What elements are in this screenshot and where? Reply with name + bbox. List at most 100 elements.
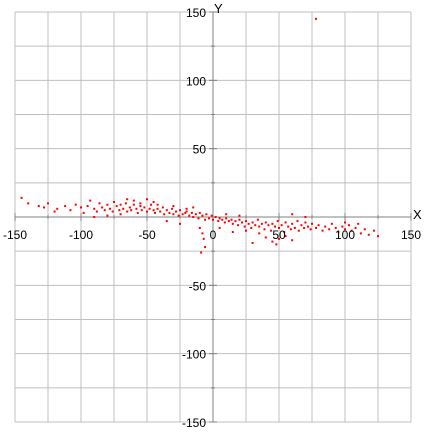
data-point — [260, 222, 263, 225]
data-point — [93, 207, 96, 210]
data-point — [198, 226, 201, 229]
data-point — [217, 220, 220, 223]
data-point — [135, 207, 138, 210]
x-tick-label: 0 — [210, 228, 217, 242]
chart-labels: X Y -150 -100 -50 0 50 100 150 -150 -100 -50 50 100… — [3, 1, 422, 430]
data-point — [264, 236, 267, 239]
data-point — [238, 214, 241, 217]
data-point — [293, 226, 296, 229]
data-point — [289, 228, 292, 231]
data-point — [267, 224, 270, 227]
data-point — [307, 225, 310, 228]
data-point — [106, 203, 109, 206]
data-point — [256, 218, 259, 221]
data-point — [238, 218, 241, 221]
data-point — [202, 237, 205, 240]
data-point — [185, 210, 188, 213]
data-point — [159, 210, 162, 213]
data-point — [192, 206, 195, 209]
data-point — [153, 211, 156, 214]
data-point — [119, 203, 122, 206]
data-point — [148, 207, 151, 210]
data-point — [296, 220, 299, 223]
y-tick-label: 50 — [193, 143, 207, 157]
data-point — [223, 221, 226, 224]
data-point — [225, 217, 228, 220]
data-point — [218, 217, 221, 220]
data-point — [359, 232, 362, 235]
data-point — [139, 202, 142, 205]
data-point — [194, 213, 197, 216]
data-point — [165, 220, 168, 223]
data-point — [214, 216, 217, 218]
y-tick-label: 100 — [186, 74, 206, 88]
y-tick-label: -100 — [182, 348, 206, 362]
data-point — [275, 243, 278, 246]
data-point — [324, 225, 327, 228]
data-point — [64, 205, 67, 208]
data-point — [140, 209, 143, 212]
data-point — [258, 232, 261, 235]
data-point — [190, 211, 193, 214]
x-tick-label: -150 — [3, 228, 27, 242]
data-point — [152, 200, 155, 203]
data-point — [274, 225, 277, 228]
data-point — [330, 222, 333, 225]
data-point — [80, 206, 82, 209]
data-point — [172, 205, 175, 208]
data-point — [201, 232, 204, 235]
data-point — [247, 222, 250, 225]
data-point — [204, 246, 207, 249]
data-point — [20, 196, 23, 199]
data-point — [344, 221, 346, 224]
data-point — [93, 216, 96, 218]
data-point — [143, 206, 146, 209]
data-point — [337, 231, 340, 234]
data-point — [304, 221, 307, 224]
data-point — [177, 214, 180, 217]
data-point — [82, 211, 85, 214]
data-point — [251, 221, 254, 224]
data-point — [231, 231, 234, 234]
data-point — [109, 207, 112, 210]
data-point — [284, 221, 287, 224]
data-point — [276, 220, 279, 223]
data-point — [357, 222, 360, 225]
x-tick-label: 100 — [335, 228, 355, 242]
data-point — [377, 235, 379, 238]
data-point — [69, 209, 72, 212]
data-point — [152, 209, 155, 212]
data-point — [98, 202, 101, 205]
data-point — [347, 224, 350, 227]
data-point — [264, 221, 267, 224]
data-point — [86, 205, 89, 208]
data-point — [132, 199, 135, 202]
data-point — [146, 198, 148, 201]
data-point — [300, 224, 303, 227]
data-point — [309, 228, 312, 231]
y-tick-label: -50 — [189, 279, 207, 293]
data-point — [311, 222, 313, 225]
data-point — [334, 226, 337, 229]
data-point — [317, 224, 320, 227]
data-point — [208, 217, 211, 220]
data-point — [237, 224, 240, 227]
data-point — [139, 205, 142, 208]
data-point — [227, 220, 230, 223]
x-tick-label: -50 — [138, 228, 156, 242]
data-point — [321, 229, 324, 232]
data-point — [185, 207, 188, 210]
data-point — [132, 203, 135, 206]
data-point — [201, 214, 204, 217]
data-point — [250, 226, 253, 229]
data-point — [210, 214, 213, 217]
data-point — [146, 210, 148, 213]
data-point — [341, 225, 344, 228]
data-point — [113, 200, 115, 203]
data-point — [297, 229, 300, 232]
data-point — [181, 213, 184, 216]
data-point — [212, 218, 214, 221]
chart-axes — [14, 11, 412, 423]
data-point — [179, 222, 181, 225]
